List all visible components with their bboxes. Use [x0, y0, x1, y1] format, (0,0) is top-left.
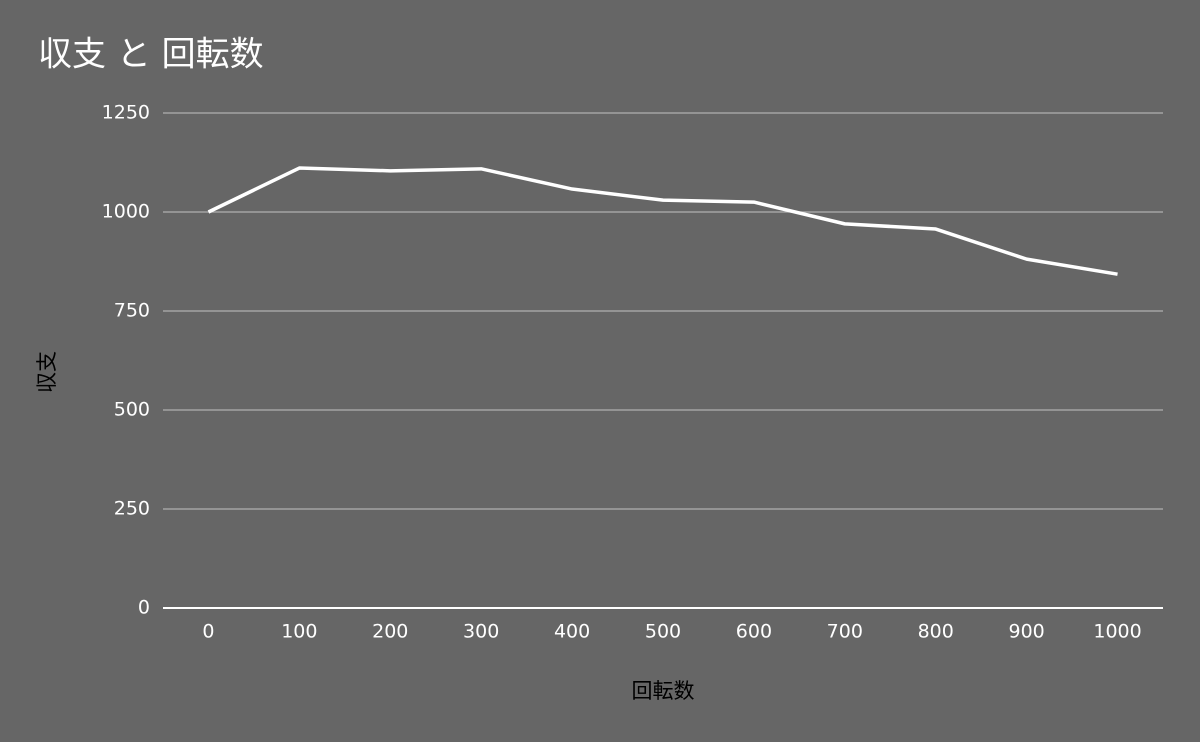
y-tick-label: 0 [138, 597, 150, 619]
x-tick-label: 300 [463, 621, 499, 643]
y-tick-label: 1250 [102, 102, 150, 124]
x-tick-label: 700 [827, 621, 863, 643]
x-tick-label: 600 [736, 621, 772, 643]
x-tick-label: 1000 [1093, 621, 1141, 643]
y-tick-label: 500 [114, 399, 150, 421]
chart-title: 収支 と 回転数 [38, 35, 264, 75]
x-tick-label: 500 [645, 621, 681, 643]
x-tick-label: 400 [554, 621, 590, 643]
x-axis-title: 回転数 [632, 679, 695, 703]
y-tick-label: 750 [114, 300, 150, 322]
x-tick-label: 900 [1009, 621, 1045, 643]
y-axis-title: 収支 [35, 351, 59, 393]
data-line [207, 166, 1118, 276]
x-tick-label: 200 [372, 621, 408, 643]
x-tick-label: 100 [281, 621, 317, 643]
y-tick-label: 1000 [102, 201, 150, 223]
x-tick-label: 0 [202, 621, 214, 643]
x-tick-label: 800 [918, 621, 954, 643]
y-tick-label: 250 [114, 498, 150, 520]
